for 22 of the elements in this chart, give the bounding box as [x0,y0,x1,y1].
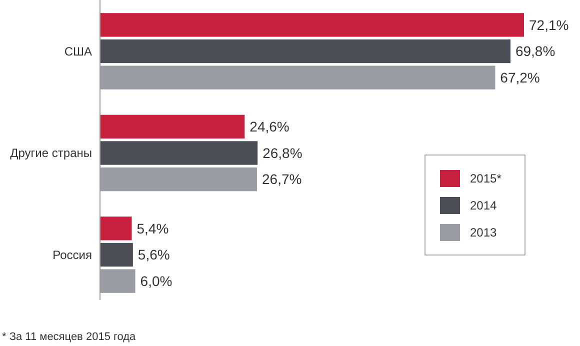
data-label: 26,8% [262,144,302,161]
bar [100,216,132,240]
data-label: 5,4% [136,220,169,236]
data-label: 26,7% [262,171,302,188]
data-label: 67,2% [500,69,540,86]
data-label: 24,6% [250,118,290,135]
bar [100,114,245,139]
y-tick-label: Другие страны [10,146,92,160]
y-tick-label: Россия [52,248,92,262]
legend-label: 2013 [470,226,498,240]
data-label: 6,0% [140,272,172,289]
text: * За 11 месяцев 2015 года [2,331,137,343]
y-tick-label: США [64,44,92,58]
legend-label: 2015* [470,172,502,186]
bar [100,141,258,165]
legend-label: 2014 [470,198,498,213]
data-label: 72,1% [529,16,569,33]
data-label: 5,6% [138,246,170,263]
data-label: 69,8% [515,43,556,60]
bar [100,39,510,64]
bar [100,13,524,37]
bar [100,242,133,267]
